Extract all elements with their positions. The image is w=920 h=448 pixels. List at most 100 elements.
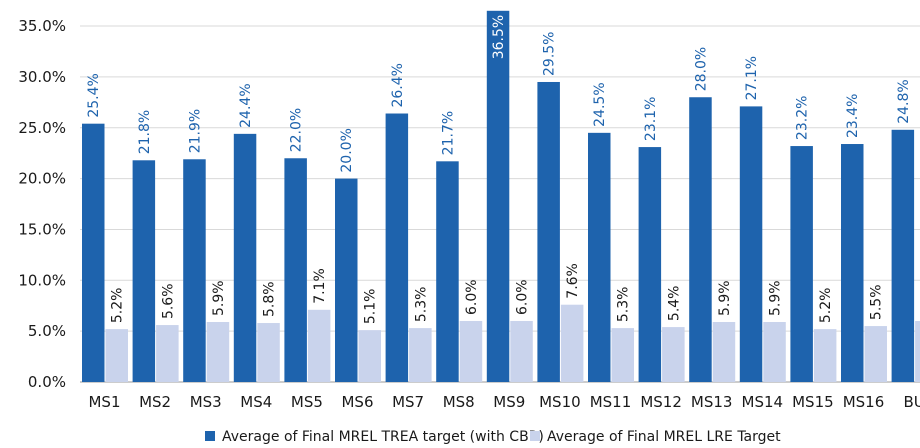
data-label-lre-ms1: 5.2% — [110, 288, 126, 324]
x-tick-label: MS11 — [590, 393, 632, 411]
x-tick-label: MS2 — [139, 393, 171, 411]
bars — [82, 10, 920, 383]
bar-lre-ms7 — [409, 328, 432, 382]
bar-lre-ms13 — [712, 321, 736, 382]
bar-trea-ms1 — [82, 123, 105, 382]
x-tick-label: MS9 — [493, 393, 525, 411]
y-axis-ticks: 0.0% 5.0% 10.0% 15.0% 20.0% 25.0% 30.0% 35.0% — [18, 17, 66, 391]
bar-trea-ms3 — [183, 159, 206, 382]
x-tick-label: MS15 — [792, 393, 834, 411]
y-tick-label: 20.0% — [18, 170, 66, 188]
x-tick-label: MS3 — [190, 393, 222, 411]
data-label-trea-ms5: 22.0% — [289, 108, 305, 152]
data-label-lre-ms4: 5.8% — [262, 281, 278, 317]
bar-lre-ms15 — [813, 329, 837, 382]
data-label-lre-ms10: 7.6% — [565, 263, 581, 299]
data-label-lre-ms9: 6.0% — [515, 279, 531, 315]
bar-trea-ms7 — [385, 113, 409, 383]
bar-trea-ms5 — [284, 158, 307, 382]
data-label-trea-ms10: 29.5% — [542, 32, 558, 76]
data-label-trea-ms4: 24.4% — [238, 83, 254, 127]
y-tick-label: 25.0% — [18, 119, 66, 137]
x-tick-label: MS14 — [742, 393, 784, 411]
data-label-lre-ms13: 5.9% — [717, 280, 733, 316]
bar-lre-ms3 — [206, 321, 230, 382]
y-tick-label: 5.0% — [28, 322, 66, 340]
y-tick-label: 30.0% — [18, 68, 66, 86]
data-label-trea-ms3: 21.9% — [187, 109, 203, 153]
bar-lre-ms16 — [864, 326, 887, 382]
bar-lre-ms12 — [662, 327, 685, 382]
data-label-lre-ms6: 5.1% — [363, 289, 379, 325]
x-tick-label: MS6 — [341, 393, 373, 411]
bar-lre-ms14 — [763, 321, 786, 382]
data-label-lre-ms12: 5.4% — [666, 286, 682, 322]
y-tick-label: 0.0% — [28, 373, 66, 391]
data-label-trea-ms15: 23.2% — [795, 96, 811, 140]
bar-trea-ms12 — [638, 147, 662, 382]
bar-trea-ms10 — [537, 81, 560, 383]
bar-lre-ms5 — [307, 309, 331, 382]
bar-trea-ms14 — [739, 106, 763, 382]
data-label-trea-ms6: 20.0% — [339, 128, 355, 172]
bar-lre-ms11 — [611, 328, 634, 382]
data-label-lre-ms15: 5.2% — [818, 288, 834, 324]
x-tick-label: MS7 — [392, 393, 424, 411]
bar-trea-bu — [891, 129, 915, 382]
data-label-trea-ms1: 25.4% — [86, 73, 102, 117]
bar-lre-ms6 — [358, 330, 381, 382]
data-label-lre-ms2: 5.6% — [160, 283, 176, 319]
x-axis-ticks: MS1 MS2 MS3 MS4 MS5 MS6 MS7 MS8 MS9 MS10 MS11 MS12 M… — [88, 393, 920, 411]
data-label-lre-ms11: 5.3% — [616, 287, 632, 323]
x-tick-label: MS8 — [443, 393, 475, 411]
bar-trea-ms16 — [841, 144, 864, 382]
data-label-trea-ms8: 21.7% — [440, 111, 456, 155]
data-label-trea-ms13: 28.0% — [693, 47, 709, 91]
bar-trea-ms9 — [486, 10, 510, 382]
data-label-trea-ms2: 21.8% — [137, 110, 153, 154]
bar-trea-ms15 — [790, 146, 813, 382]
legend-label-series-1: Average of Final MREL TREA target (with … — [222, 429, 544, 445]
y-tick-label: 35.0% — [18, 17, 66, 35]
data-label-trea-ms16: 23.4% — [845, 94, 861, 138]
legend: Average of Final MREL TREA target (with … — [205, 429, 781, 445]
bar-trea-ms4 — [233, 133, 257, 382]
bar-lre-ms10 — [560, 304, 584, 382]
data-label-lre-ms14: 5.9% — [768, 280, 784, 316]
legend-swatch-series-1 — [205, 431, 215, 441]
bar-lre-ms4 — [257, 323, 280, 382]
data-label-lre-ms5: 7.1% — [312, 268, 328, 304]
data-label-trea-bu: 24.8% — [896, 79, 912, 123]
x-tick-label: MS1 — [88, 393, 120, 411]
legend-label-series-2: Average of Final MREL LRE Target — [547, 429, 781, 445]
x-tick-label: MS16 — [843, 393, 885, 411]
x-tick-label: MS10 — [539, 393, 581, 411]
data-label-trea-ms11: 24.5% — [592, 82, 608, 126]
x-tick-label: MS4 — [240, 393, 272, 411]
legend-swatch-series-2 — [530, 431, 540, 441]
data-label-lre-ms8: 6.0% — [464, 279, 480, 315]
x-tick-label: BU — [903, 393, 920, 411]
bar-lre-ms1 — [105, 329, 128, 382]
x-tick-label: MS12 — [640, 393, 682, 411]
data-label-lre-ms3: 5.9% — [211, 280, 227, 316]
bar-lre-ms9 — [510, 320, 533, 382]
x-tick-label: MS13 — [691, 393, 733, 411]
data-label-lre-ms7: 5.3% — [413, 287, 429, 323]
bar-trea-ms6 — [335, 178, 358, 382]
bar-trea-ms8 — [436, 161, 459, 382]
bar-trea-ms2 — [132, 160, 156, 382]
data-labels: 25.4% 5.2% 21.8% 5.6% 21.9% 5.9% 24.4% 5.8% 22.0… — [86, 15, 920, 324]
y-tick-label: 15.0% — [18, 220, 66, 238]
data-label-trea-ms14: 27.1% — [744, 56, 760, 100]
x-tick-label: MS5 — [291, 393, 323, 411]
bar-trea-ms13 — [689, 97, 712, 383]
bar-lre-ms8 — [459, 320, 483, 382]
data-label-lre-ms16: 5.5% — [869, 284, 885, 320]
bar-lre-bu — [915, 320, 920, 382]
bar-lre-ms2 — [156, 325, 179, 382]
data-label-trea-ms7: 26.4% — [390, 63, 406, 107]
data-label-trea-ms12: 23.1% — [643, 97, 659, 141]
y-tick-label: 10.0% — [18, 271, 66, 289]
